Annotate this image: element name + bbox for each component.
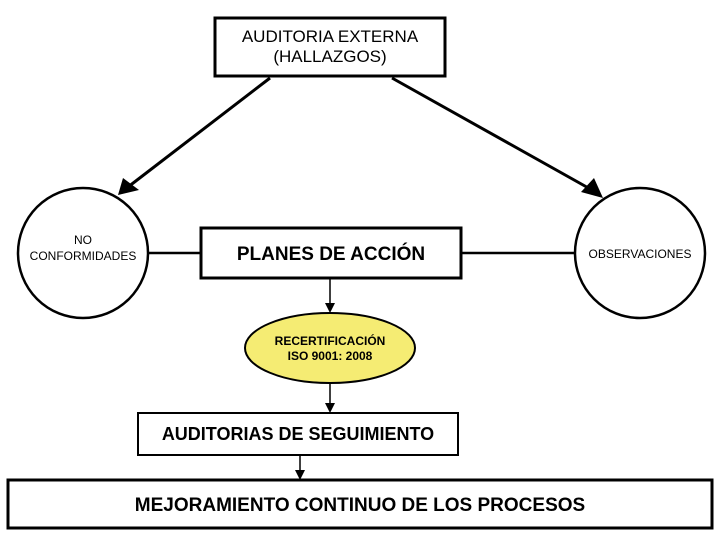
node-recertificacion: RECERTIFICACIÓN ISO 9001: 2008 [245, 313, 415, 383]
arrow-ellipse-to-seg [325, 384, 335, 413]
svg-text:OBSERVACIONES: OBSERVACIONES [589, 247, 692, 261]
right-line1: OBSERVACIONES [589, 247, 692, 261]
svg-text:(HALLAZGOS): (HALLAZGOS) [273, 47, 386, 66]
svg-text:MEJORAMIENTO CONTINUO DE LOS P: MEJORAMIENTO CONTINUO DE LOS PROCESOS [135, 495, 585, 516]
arrow-top-to-left [118, 78, 270, 195]
svg-text:NO: NO [74, 233, 92, 247]
node-observaciones: OBSERVACIONES [575, 188, 705, 318]
bottom-line1: MEJORAMIENTO CONTINUO DE LOS PROCESOS [135, 495, 585, 516]
svg-text:PLANES DE ACCIÓN: PLANES DE ACCIÓN [237, 243, 425, 265]
left-line1: NO [74, 233, 92, 247]
node-no-conformidades: NO CONFORMIDADES [18, 188, 148, 318]
svg-text:ISO 9001: 2008: ISO 9001: 2008 [288, 349, 373, 363]
left-line2: CONFORMIDADES [30, 249, 137, 263]
ellipse-line2: ISO 9001: 2008 [288, 349, 373, 363]
arrow-seg-to-bottom [295, 456, 305, 480]
svg-text:AUDITORIA EXTERNA: AUDITORIA EXTERNA [242, 27, 419, 46]
top-line1: AUDITORIA EXTERNA [242, 27, 419, 46]
svg-text:CONFORMIDADES: CONFORMIDADES [30, 249, 137, 263]
svg-text:RECERTIFICACIÓN: RECERTIFICACIÓN [275, 333, 386, 348]
svg-text:AUDITORIAS DE SEGUIMIENTO: AUDITORIAS DE SEGUIMIENTO [162, 424, 434, 444]
seg-line1: AUDITORIAS DE SEGUIMIENTO [162, 424, 434, 444]
top-line2: (HALLAZGOS) [273, 47, 386, 66]
node-planes-de-accion: PLANES DE ACCIÓN [201, 228, 461, 278]
arrow-top-to-right [392, 78, 603, 198]
node-auditoria-externa: AUDITORIA EXTERNA (HALLAZGOS) [215, 18, 445, 76]
ellipse-line1: RECERTIFICACIÓN [275, 333, 386, 348]
node-seguimiento: AUDITORIAS DE SEGUIMIENTO [138, 413, 458, 455]
mid-line1: PLANES DE ACCIÓN [237, 243, 425, 265]
node-mejoramiento: MEJORAMIENTO CONTINUO DE LOS PROCESOS [8, 480, 712, 528]
arrow-mid-to-ellipse [325, 279, 335, 313]
